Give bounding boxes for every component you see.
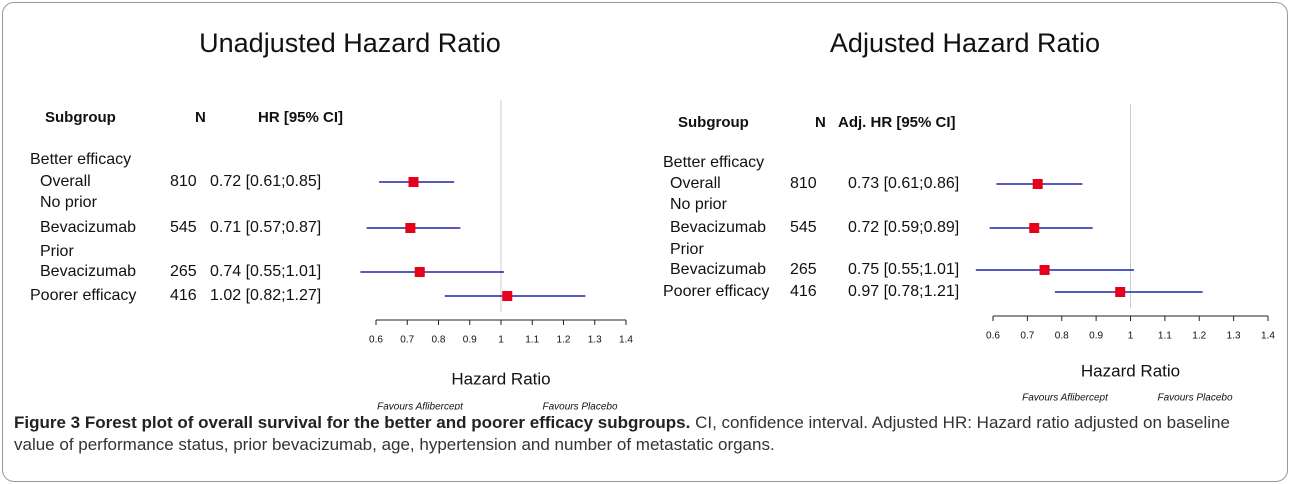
- hr-point: [502, 291, 513, 301]
- chart-title: Adjusted Hazard Ratio: [830, 28, 1100, 58]
- row-n: 545: [790, 219, 817, 236]
- x-tick-label: 0.8: [432, 335, 446, 346]
- column-header: Subgroup: [678, 114, 749, 131]
- caption: Figure 3 Forest plot of overall survival…: [14, 412, 1274, 456]
- row-n: 416: [790, 283, 817, 300]
- row-label: Bevacizumab: [670, 261, 766, 278]
- x-axis-label: Hazard Ratio: [1081, 361, 1180, 380]
- charts: Unadjusted Hazard Ratio Subgroup N HR [95% …: [30, 28, 1275, 410]
- hr-point: [1032, 179, 1043, 189]
- x-tick-label: 1: [498, 335, 504, 346]
- column-header: Adj. HR [95% CI]: [838, 114, 956, 131]
- row-label: Overall: [670, 175, 721, 192]
- hr-point: [1115, 287, 1126, 297]
- x-tick-label: 0.7: [400, 335, 414, 346]
- row-ci-label: 0.71 [0.57;0.87]: [210, 219, 321, 236]
- row-label: Bevacizumab: [670, 219, 766, 236]
- row-n: 416: [170, 287, 197, 304]
- row-ci-label: 0.72 [0.61;0.85]: [210, 173, 321, 190]
- row-ci-label: 0.73 [0.61;0.86]: [848, 175, 959, 192]
- favours-label: Favours Placebo: [542, 402, 617, 410]
- row-n: 265: [170, 263, 197, 280]
- row-label: Poorer efficacy: [663, 283, 769, 300]
- row-n: 810: [790, 175, 817, 192]
- x-tick-label: 0.8: [1055, 331, 1069, 342]
- x-tick-label: 1.3: [588, 335, 602, 346]
- x-tick-label: 1: [1128, 331, 1134, 342]
- caption-title: Figure 3 Forest plot of overall survival…: [14, 413, 691, 432]
- row-label: Poorer efficacy: [30, 287, 136, 304]
- row-label: Better efficacy: [30, 151, 131, 168]
- x-tick-label: 0.6: [369, 335, 383, 346]
- row-label: Bevacizumab: [40, 219, 136, 236]
- x-tick-label: 0.9: [463, 335, 477, 346]
- row-n: 810: [170, 173, 197, 190]
- x-tick-label: 1.2: [1192, 331, 1206, 342]
- x-axis-label: Hazard Ratio: [451, 369, 550, 388]
- favours-label: Favours Aflibercept: [377, 402, 464, 410]
- hr-point: [414, 267, 425, 277]
- row-ci-label: 0.74 [0.55;1.01]: [210, 263, 321, 280]
- x-tick-label: 1.3: [1227, 331, 1241, 342]
- x-tick-label: 1.4: [1261, 331, 1275, 342]
- row-n: 545: [170, 219, 197, 236]
- row-label: Bevacizumab: [40, 263, 136, 280]
- row-ci-label: 0.97 [0.78;1.21]: [848, 283, 959, 300]
- x-tick-label: 1.1: [525, 335, 539, 346]
- hr-point: [1029, 223, 1040, 233]
- hr-point: [408, 177, 419, 187]
- column-header: HR [95% CI]: [258, 109, 343, 126]
- column-header: N: [195, 109, 206, 126]
- x-tick-label: 1.4: [619, 335, 633, 346]
- column-header: Subgroup: [45, 109, 116, 126]
- row-label: Better efficacy: [663, 154, 764, 171]
- row-label: Overall: [40, 173, 91, 190]
- column-header: N: [815, 114, 826, 131]
- x-tick-label: 0.6: [986, 331, 1000, 342]
- row-label: Prior: [40, 243, 74, 260]
- row-label: No prior: [40, 194, 98, 211]
- row-ci-label: 0.72 [0.59;0.89]: [848, 219, 959, 236]
- row-n: 265: [790, 261, 817, 278]
- chart-title: Unadjusted Hazard Ratio: [199, 28, 501, 58]
- row-ci-label: 1.02 [0.82;1.27]: [210, 287, 321, 304]
- row-ci-label: 0.75 [0.55;1.01]: [848, 261, 959, 278]
- x-tick-label: 0.7: [1020, 331, 1034, 342]
- caption-text: CI, confidence interval. Adjusted HR: Ha…: [14, 413, 1230, 454]
- favours-label: Favours Aflibercept: [1022, 393, 1109, 404]
- row-label: No prior: [670, 196, 728, 213]
- favours-label: Favours Placebo: [1157, 393, 1232, 404]
- row-label: Prior: [670, 241, 704, 258]
- x-tick-label: 1.2: [557, 335, 571, 346]
- hr-point: [1039, 265, 1050, 275]
- x-tick-label: 1.1: [1158, 331, 1172, 342]
- x-tick-label: 0.9: [1089, 331, 1103, 342]
- hr-point: [405, 223, 416, 233]
